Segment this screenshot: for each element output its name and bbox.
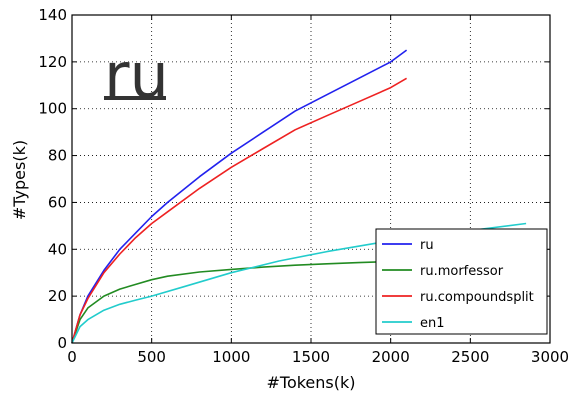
y-tick-label: 40 (48, 240, 67, 258)
annotation-label: ru (104, 39, 169, 112)
x-tick-label: 2500 (451, 348, 489, 366)
legend-entry-label: ru.compoundsplit (420, 290, 534, 305)
y-tick-label: 120 (38, 53, 67, 71)
legend-box (375, 228, 548, 335)
x-tick-label: 0 (67, 348, 77, 366)
axis-ticks: 0 500 1000 1500 2000 2500 3000 0 20 40 60 80 100 120 1… (38, 6, 569, 366)
x-tick-label: 3000 (531, 348, 569, 366)
y-axis-label: #Types(k) (10, 140, 29, 220)
legend-entry-label: ru.morfessor (420, 264, 504, 279)
legend-entry-label: en1 (420, 316, 445, 331)
y-tick-label: 60 (48, 193, 67, 211)
y-tick-label: 140 (38, 6, 67, 24)
x-tick-label: 1500 (292, 348, 330, 366)
annotation-underline (104, 96, 166, 100)
series-line-0 (71, 49, 408, 344)
x-tick-label: 2000 (372, 348, 410, 366)
y-tick-label: 100 (38, 100, 67, 118)
grid-lines (72, 15, 550, 343)
y-tick-label: 80 (48, 147, 67, 165)
series-line-1 (71, 260, 407, 344)
legend: ru ru.morfessor ru.compoundsplit en1 (375, 228, 548, 335)
y-tick-label: 0 (57, 334, 67, 352)
x-tick-label: 500 (137, 348, 166, 366)
x-axis-label: #Tokens(k) (266, 373, 355, 392)
y-tick-label: 20 (48, 287, 67, 305)
series-line-2 (71, 77, 408, 344)
legend-entry-label: ru (420, 238, 434, 253)
x-tick-label: 1000 (212, 348, 250, 366)
